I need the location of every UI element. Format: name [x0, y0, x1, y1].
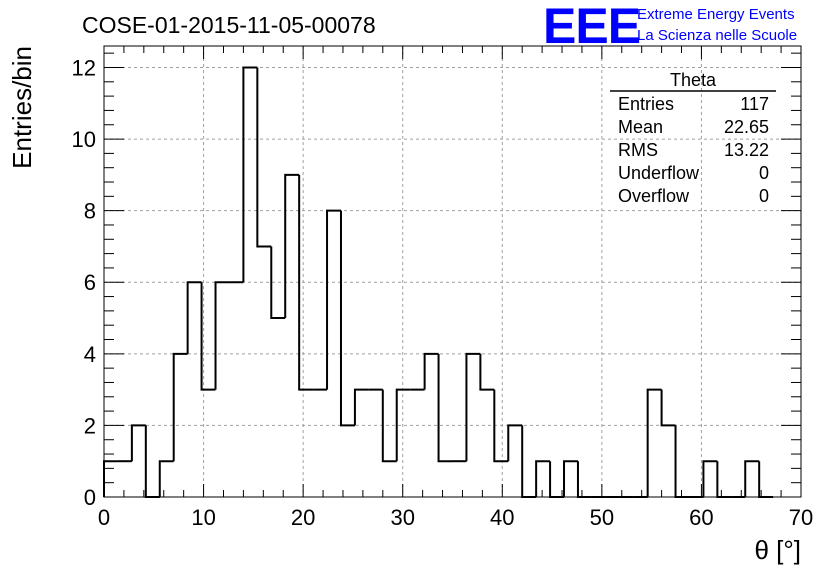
histogram-bin [646, 388, 662, 497]
histogram-bin [674, 425, 690, 498]
logo-line-1: Extreme Energy Events [637, 6, 795, 23]
stats-box: Theta Entries 117 Mean 22.65 RMS 13.22 Underfl… [610, 70, 776, 206]
histogram-bin [270, 246, 286, 320]
histogram-bin [186, 281, 202, 354]
y-tick-label: 6 [84, 270, 96, 295]
histogram-bin [144, 425, 160, 498]
histogram-bin [479, 353, 495, 391]
y-tick-label: 8 [84, 199, 96, 224]
x-tick-label: 70 [789, 505, 813, 530]
histogram-bin [284, 173, 300, 319]
y-tick-label: 12 [72, 55, 96, 80]
x-axis-ticks: 0 10 20 30 40 50 60 70 [98, 46, 813, 530]
x-tick-label: 20 [291, 505, 315, 530]
stats-rows: Entries 117 Mean 22.65 RMS 13.22 Underflow 0 Ove… [618, 94, 769, 206]
histogram-bin [744, 460, 760, 497]
x-tick-label: 60 [689, 505, 713, 530]
stats-label: Underflow [618, 163, 700, 183]
chart-title: COSE-01-2015-11-05-00078 [82, 12, 376, 38]
histogram-bin [716, 461, 732, 498]
histogram-bin [103, 460, 118, 497]
histogram-bin [437, 353, 453, 463]
histogram-bin [381, 389, 397, 463]
x-tick-label: 40 [490, 505, 514, 530]
x-tick-label: 0 [98, 505, 110, 530]
stats-label: Entries [618, 94, 674, 114]
histogram-bin [507, 424, 523, 462]
stats-value: 13.22 [724, 140, 769, 160]
stats-value: 117 [740, 94, 769, 114]
histogram-bin [493, 389, 509, 463]
stats-label: RMS [618, 140, 658, 160]
histogram-bin [423, 352, 439, 390]
histogram-series [103, 66, 774, 498]
y-axis-ticks: 0 2 4 6 8 10 12 [72, 52, 801, 510]
grid-lines [104, 46, 801, 497]
stats-value: 0 [759, 163, 769, 183]
logo: EEE Extreme Energy Events La Scienza nel… [543, 0, 797, 54]
x-tick-label: 50 [590, 505, 614, 530]
histogram-bin [702, 460, 718, 497]
stats-value: 22.65 [724, 117, 769, 137]
stats-value: 0 [759, 186, 769, 206]
histogram-bin [298, 174, 314, 391]
histogram-bin [465, 352, 481, 462]
stats-label: Mean [618, 117, 663, 137]
histogram-bin [326, 209, 341, 390]
histogram-bin [200, 282, 216, 391]
y-tick-label: 2 [84, 413, 96, 438]
y-tick-label: 10 [72, 127, 96, 152]
histogram-bin [158, 460, 174, 497]
y-axis-label: Entries/bin [7, 46, 37, 169]
logo-mark: EEE [543, 0, 640, 54]
histogram-bin [576, 461, 592, 498]
x-tick-label: 30 [390, 505, 414, 530]
histogram-bin [214, 281, 230, 390]
x-axis-label: θ [°] [754, 535, 801, 565]
histogram-bin [130, 424, 146, 462]
histogram-bin [563, 460, 578, 497]
stats-title: Theta [670, 70, 717, 90]
histogram-bin [660, 389, 676, 427]
logo-line-2: La Scienza nelle Scuole [637, 27, 797, 44]
histogram-bin [339, 210, 355, 427]
stats-label: Overflow [618, 186, 690, 206]
histogram-bin [256, 67, 272, 248]
histogram-bin [535, 460, 551, 497]
y-tick-label: 0 [84, 485, 96, 510]
histogram-bin [353, 388, 369, 426]
histogram-bin [521, 425, 537, 498]
plot-frame [103, 45, 802, 498]
x-tick-label: 10 [191, 505, 215, 530]
histogram-bin [395, 388, 411, 462]
histogram-bin [242, 66, 258, 283]
y-tick-label: 4 [84, 342, 96, 367]
histogram-bin [172, 352, 188, 462]
